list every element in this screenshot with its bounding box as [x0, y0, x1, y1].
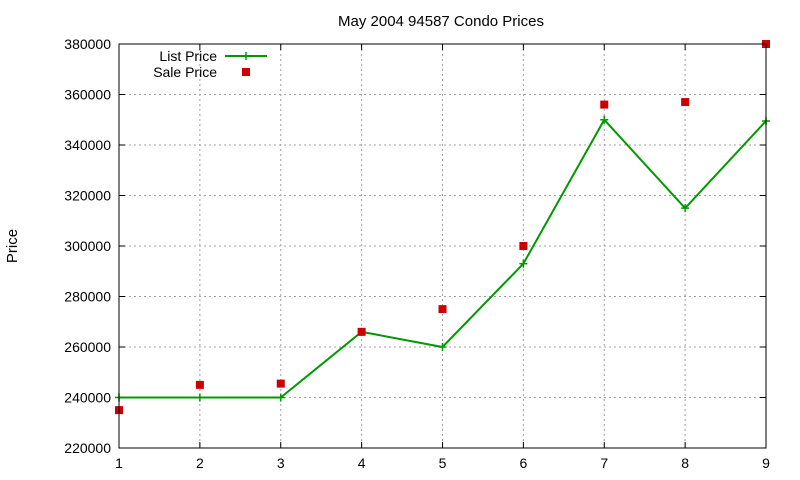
legend-plus-swatch	[242, 52, 250, 60]
list-price-point	[195, 393, 204, 402]
y-tick-label: 280000	[64, 289, 111, 305]
x-tick-label: 4	[358, 455, 366, 471]
legend-label: Sale Price	[153, 64, 217, 80]
y-tick-label: 300000	[64, 238, 111, 254]
chart-title: May 2004 94587 Condo Prices	[338, 13, 544, 30]
plot-frame	[118, 43, 767, 449]
series	[115, 40, 770, 415]
list-price-point	[681, 204, 690, 213]
y-tick-label: 360000	[64, 87, 111, 103]
list-price-point	[600, 115, 609, 124]
y-tick-label: 380000	[64, 36, 111, 52]
list-price-point	[438, 343, 447, 351]
legend-label: List Price	[159, 48, 217, 64]
x-tick-label: 7	[600, 455, 608, 471]
x-tick-label: 1	[115, 455, 123, 471]
x-tick-label: 8	[681, 455, 689, 471]
x-tick-label: 9	[762, 455, 770, 471]
axes: 1 2 3 4 5 6 7 8 9 220000 240000 260000 280000 300000 3…	[64, 36, 770, 471]
x-tick-label: 6	[519, 455, 527, 471]
x-tick-label: 2	[196, 455, 204, 471]
sale-price-point	[195, 380, 204, 389]
sale-price-point	[357, 327, 366, 336]
sale-price-point	[438, 305, 447, 314]
sale-price-point	[519, 242, 528, 250]
y-tick-label: 220000	[64, 440, 111, 456]
sale-price-point	[276, 379, 285, 388]
x-tick-label: 3	[277, 455, 285, 471]
sale-price-point	[681, 98, 690, 107]
y-axis-label: Price	[4, 229, 21, 263]
sale-price-point	[600, 100, 609, 109]
list-price-point	[519, 259, 528, 268]
list-price-point	[276, 393, 285, 402]
y-tick-label: 340000	[64, 137, 111, 153]
grid	[119, 44, 766, 448]
y-tick-label: 240000	[64, 390, 111, 406]
legend-square-swatch	[242, 68, 250, 76]
y-tick-label: 320000	[64, 188, 111, 204]
x-tick-label: 5	[439, 455, 447, 471]
y-tick-label: 260000	[64, 339, 111, 355]
